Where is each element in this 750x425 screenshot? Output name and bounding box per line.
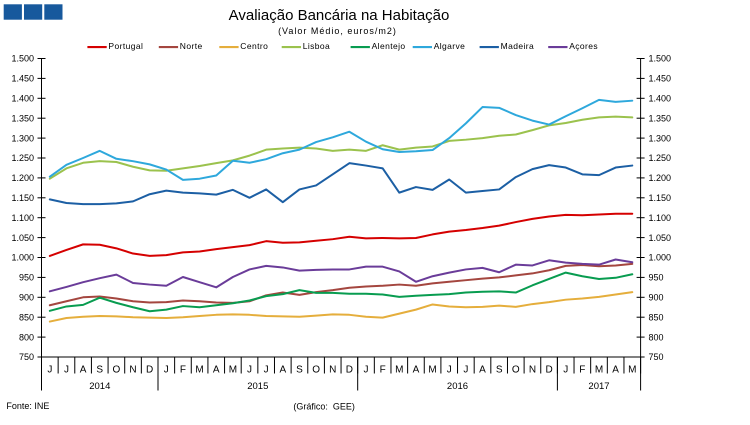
svg-text:J: J	[463, 364, 468, 375]
svg-text:950: 950	[649, 273, 664, 283]
svg-text:D: D	[346, 364, 353, 375]
svg-text:A: A	[213, 364, 220, 375]
svg-text:2014: 2014	[89, 381, 110, 392]
svg-text:F: F	[579, 364, 585, 375]
svg-text:750: 750	[649, 352, 664, 362]
svg-text:1.150: 1.150	[11, 193, 34, 203]
svg-text:1.450: 1.450	[649, 74, 672, 84]
svg-text:900: 900	[19, 293, 34, 303]
svg-text:D: D	[146, 364, 153, 375]
svg-text:1.500: 1.500	[649, 54, 672, 64]
svg-text:M: M	[428, 364, 436, 375]
svg-text:1.250: 1.250	[11, 153, 34, 163]
svg-text:N: N	[329, 364, 336, 375]
svg-text:M: M	[195, 364, 203, 375]
svg-text:2017: 2017	[588, 381, 609, 392]
svg-text:O: O	[112, 364, 120, 375]
svg-text:Norte: Norte	[180, 41, 203, 51]
svg-text:A: A	[279, 364, 286, 375]
svg-text:J: J	[164, 364, 169, 375]
svg-text:Avaliação Bancária na Habitaçã: Avaliação Bancária na Habitação	[229, 7, 450, 24]
svg-text:M: M	[595, 364, 603, 375]
svg-text:750: 750	[19, 352, 34, 362]
svg-text:1.200: 1.200	[11, 173, 34, 183]
svg-text:2015: 2015	[247, 381, 268, 392]
svg-text:Algarve: Algarve	[434, 41, 466, 51]
svg-text:850: 850	[19, 312, 34, 322]
svg-text:J: J	[447, 364, 452, 375]
svg-text:1.300: 1.300	[649, 133, 672, 143]
svg-text:800: 800	[19, 332, 34, 342]
svg-text:900: 900	[649, 293, 664, 303]
svg-text:J: J	[64, 364, 69, 375]
svg-text:1.250: 1.250	[649, 153, 672, 163]
svg-text:J: J	[47, 364, 52, 375]
svg-text:F: F	[380, 364, 386, 375]
svg-text:1.500: 1.500	[11, 54, 34, 64]
svg-text:1.450: 1.450	[11, 74, 34, 84]
svg-text:1.150: 1.150	[649, 193, 672, 203]
svg-text:1.300: 1.300	[11, 133, 34, 143]
svg-text:Alentejo: Alentejo	[372, 41, 406, 51]
svg-text:1.100: 1.100	[649, 213, 672, 223]
svg-text:O: O	[512, 364, 520, 375]
svg-text:1.100: 1.100	[11, 213, 34, 223]
svg-text:1.350: 1.350	[649, 113, 672, 123]
svg-text:1.200: 1.200	[649, 173, 672, 183]
svg-text:J: J	[247, 364, 252, 375]
svg-text:J: J	[364, 364, 369, 375]
svg-text:D: D	[545, 364, 552, 375]
svg-text:S: S	[296, 364, 303, 375]
svg-text:N: N	[529, 364, 536, 375]
svg-text:Lisboa: Lisboa	[303, 41, 330, 51]
svg-text:Madeira: Madeira	[501, 41, 535, 51]
svg-text:1.050: 1.050	[11, 233, 34, 243]
svg-text:F: F	[180, 364, 186, 375]
svg-text:850: 850	[649, 312, 664, 322]
svg-text:J: J	[563, 364, 568, 375]
svg-text:M: M	[395, 364, 403, 375]
svg-text:A: A	[413, 364, 420, 375]
svg-text:N: N	[129, 364, 136, 375]
svg-text:Fonte: INE: Fonte: INE	[6, 401, 49, 411]
svg-text:1.400: 1.400	[11, 94, 34, 104]
svg-text:1.400: 1.400	[649, 94, 672, 104]
svg-text:1.050: 1.050	[649, 233, 672, 243]
svg-text:Portugal: Portugal	[108, 41, 143, 51]
svg-text:M: M	[628, 364, 636, 375]
svg-text:(Valor Médio, euros/m2): (Valor Médio, euros/m2)	[278, 26, 397, 36]
svg-text:S: S	[96, 364, 103, 375]
svg-text:A: A	[80, 364, 87, 375]
svg-text:(Gráfico: GEE): (Gráfico: GEE)	[293, 402, 355, 412]
svg-text:1.000: 1.000	[649, 253, 672, 263]
svg-text:Açores: Açores	[569, 41, 598, 51]
svg-text:1.000: 1.000	[11, 253, 34, 263]
svg-text:S: S	[496, 364, 503, 375]
svg-text:Centro: Centro	[240, 41, 268, 51]
svg-text:O: O	[312, 364, 320, 375]
svg-text:2016: 2016	[447, 381, 468, 392]
svg-text:A: A	[479, 364, 486, 375]
svg-text:1.350: 1.350	[11, 113, 34, 123]
svg-text:800: 800	[649, 332, 664, 342]
svg-text:J: J	[264, 364, 269, 375]
svg-text:A: A	[612, 364, 619, 375]
svg-text:M: M	[229, 364, 237, 375]
svg-text:950: 950	[19, 273, 34, 283]
